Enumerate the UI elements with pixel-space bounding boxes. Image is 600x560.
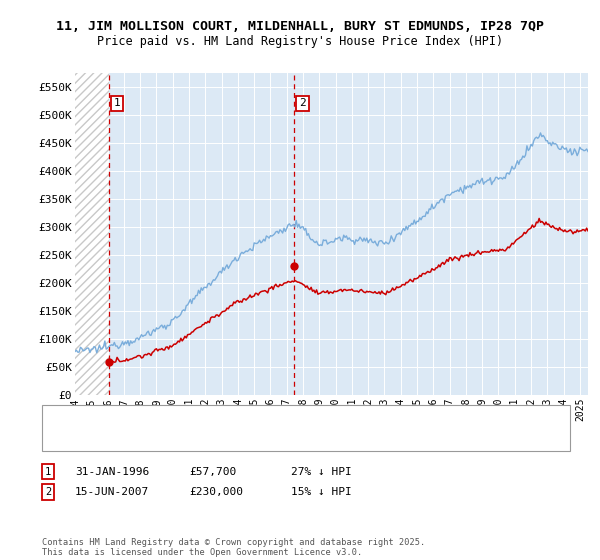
- Text: 15-JUN-2007: 15-JUN-2007: [75, 487, 149, 497]
- Bar: [75, 73, 109, 395]
- Text: 31-JAN-1996: 31-JAN-1996: [75, 466, 149, 477]
- Text: 15% ↓ HPI: 15% ↓ HPI: [291, 487, 352, 497]
- Text: 2: 2: [45, 487, 51, 497]
- Text: 1: 1: [45, 466, 51, 477]
- Text: Contains HM Land Registry data © Crown copyright and database right 2025.
This d: Contains HM Land Registry data © Crown c…: [42, 538, 425, 557]
- Text: 1: 1: [114, 99, 121, 109]
- Text: Price paid vs. HM Land Registry's House Price Index (HPI): Price paid vs. HM Land Registry's House …: [97, 35, 503, 48]
- Text: 2: 2: [299, 99, 306, 109]
- Text: 27% ↓ HPI: 27% ↓ HPI: [291, 466, 352, 477]
- Text: £230,000: £230,000: [189, 487, 243, 497]
- Text: HPI: Average price, detached house, West Suffolk: HPI: Average price, detached house, West…: [85, 433, 367, 443]
- Text: £57,700: £57,700: [189, 466, 236, 477]
- Bar: [75, 73, 109, 395]
- Text: 11, JIM MOLLISON COURT, MILDENHALL, BURY ST EDMUNDS, IP28 7QP: 11, JIM MOLLISON COURT, MILDENHALL, BURY…: [56, 20, 544, 32]
- Text: 11, JIM MOLLISON COURT, MILDENHALL, BURY ST EDMUNDS, IP28 7QP (detached house): 11, JIM MOLLISON COURT, MILDENHALL, BURY…: [85, 414, 544, 424]
